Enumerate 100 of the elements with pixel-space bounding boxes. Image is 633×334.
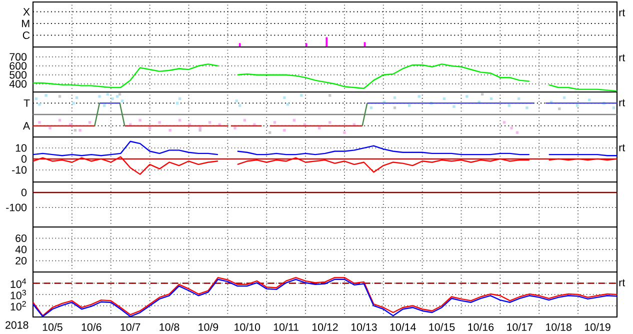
point [238,104,242,107]
point [508,104,510,107]
y-tick-label: 10$^{2}$ [10,301,26,310]
y-tick-label: 20 [16,256,27,265]
point [178,118,182,122]
text: rt [619,144,626,152]
y-tick-label: 0 [21,155,27,163]
point [120,100,124,102]
point [328,94,332,97]
point [74,128,77,132]
text: rt [619,9,626,16]
point [98,95,101,98]
x-tick-label: 10/13 [351,323,377,331]
x-tick-label: 10/10 [234,323,260,331]
ref-line-label: X [23,8,30,16]
y-tick-label: 0 [21,188,27,196]
x-tick-label: 10/17 [507,323,532,331]
point [176,102,179,104]
y-tick-label: 500 [10,71,27,79]
x-tick-label: 10/14 [390,323,416,331]
point [283,128,286,132]
point [148,126,152,130]
point [490,97,493,100]
point [34,97,38,100]
point [103,104,106,107]
point [116,95,119,98]
point [268,131,272,134]
point [283,96,286,100]
x-tick-label: 10/15 [429,323,455,331]
y-tick-label: 700 [10,53,27,61]
point [466,95,468,98]
point [158,121,161,124]
point [526,106,528,110]
point [178,97,182,100]
point [75,96,78,100]
x-tick-label: 10/6 [82,323,102,331]
y-tick-label: -10 [12,166,27,174]
ref-line-label: M [22,20,30,28]
text: rt [619,99,626,106]
point [481,92,484,96]
point [452,105,456,108]
point [72,102,75,104]
y-tick-label: -100 [6,204,27,212]
point [58,95,62,98]
point [286,103,290,106]
x-tick-label: 10/9 [198,323,218,331]
point [370,106,373,110]
point [393,106,396,110]
point [58,118,62,122]
point [510,126,513,130]
point [138,118,142,122]
point [44,94,48,97]
point [518,97,520,100]
point [243,118,246,122]
point [516,131,519,134]
point [318,126,321,130]
point [38,121,41,124]
point [198,126,202,130]
point [300,94,303,97]
point [393,96,396,100]
x-tick-label: 10/12 [312,323,338,331]
x-tick-label: 10/7 [120,323,140,331]
point [235,100,238,102]
ref-line-label: T [24,99,30,107]
x-tick-label: 10/5 [42,323,62,331]
point [38,103,41,106]
y-tick-label: 10$^{3}$ [10,290,26,300]
x-tick-label: 10/8 [160,323,180,331]
point [273,121,276,124]
y-tick-label: 600 [10,62,27,70]
y-tick-label: 400 [9,80,27,88]
point [558,107,561,110]
point [442,97,446,100]
point [292,118,296,122]
y-tick-label: 10 [16,144,27,152]
text: rt [619,54,626,62]
point [328,121,332,124]
y-tick-label: 60 [16,234,27,242]
point [612,106,616,110]
x-axis-title: 2018 [6,321,28,329]
point [562,96,566,100]
point [576,104,579,107]
x-tick-label: 10/19 [585,323,610,331]
point [78,128,82,132]
point [88,121,92,124]
point [502,121,506,124]
y-tick-label: 40 [15,246,27,254]
point [234,126,236,130]
point [408,104,411,107]
point [208,121,212,124]
text: rt [619,279,626,286]
point [418,95,420,98]
point [48,126,52,130]
point [111,97,114,100]
point [343,131,346,134]
point [588,98,591,102]
point [168,128,172,132]
ref-line-label: C [22,31,30,40]
point [106,92,109,96]
ref-line-label: A [22,122,30,130]
